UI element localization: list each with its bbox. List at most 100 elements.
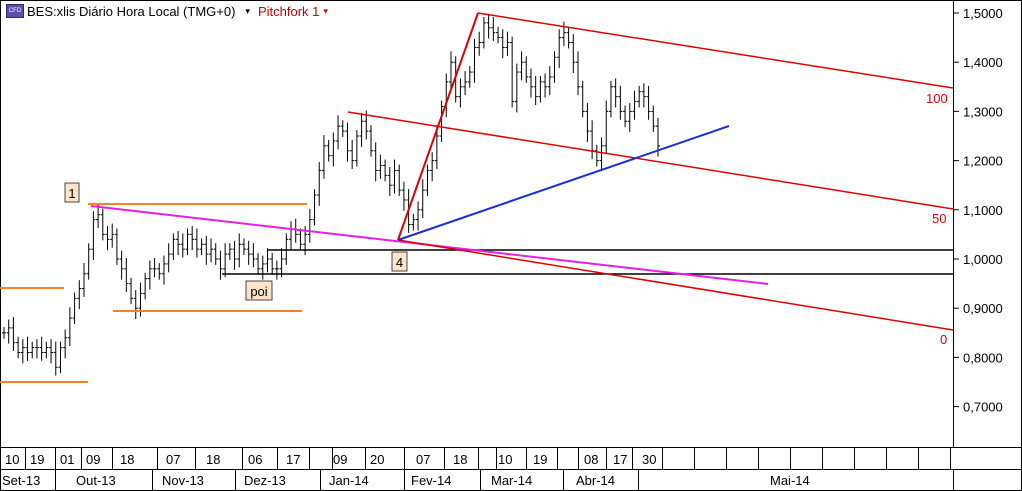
price-bar[interactable] [585,103,590,142]
price-bar[interactable] [340,120,345,137]
price-bar[interactable] [557,29,562,69]
price-bar[interactable] [392,159,397,194]
price-bar[interactable] [81,262,86,297]
price-bar[interactable] [458,78,463,108]
price-bar[interactable] [514,63,519,113]
price-bar[interactable] [477,31,482,56]
price-bar[interactable] [416,201,421,231]
price-bar[interactable] [641,83,646,108]
price-bar[interactable] [284,233,289,265]
price-bar[interactable] [204,235,209,265]
price-bar[interactable] [618,85,623,120]
price-bar[interactable] [571,34,576,74]
price-bar[interactable] [543,73,548,98]
price-bar[interactable] [6,319,11,344]
price-bar[interactable] [171,233,176,260]
price-bar[interactable] [218,250,223,280]
price-bar[interactable] [496,26,501,44]
price-bar[interactable] [11,317,16,352]
price-bar[interactable] [209,238,214,263]
price-bar[interactable] [590,120,595,160]
price-bar[interactable] [44,341,49,359]
price-bar[interactable] [213,243,218,265]
price-bar[interactable] [538,75,543,103]
price-bar[interactable] [25,336,30,361]
price-bar[interactable] [317,162,322,206]
price-bar[interactable] [608,80,613,118]
price-bar[interactable] [58,341,63,374]
price-bar[interactable] [190,226,195,251]
price-bar[interactable] [307,208,312,243]
price-bar[interactable] [279,248,284,278]
symbol-dropdown-icon[interactable]: ▾ [245,5,250,16]
symbol-title[interactable]: BES:xlis Diário Hora Local (TMG+0) [27,3,236,19]
price-bar[interactable] [500,29,505,59]
price-bar[interactable] [326,139,331,162]
price-bar[interactable] [270,253,275,275]
pitchfork-upper-tine[interactable] [477,12,954,89]
price-bar[interactable] [199,238,204,256]
price-bar[interactable] [580,80,585,118]
price-bar[interactable] [373,142,378,182]
price-bar[interactable] [274,260,279,280]
price-bar[interactable] [350,139,355,169]
price-bar[interactable] [265,248,270,273]
price-bar[interactable] [528,68,533,98]
price-bar[interactable] [152,258,157,278]
price-bar[interactable] [637,85,642,108]
price-bar[interactable] [383,159,388,182]
price-bar[interactable] [359,112,364,147]
price-bar[interactable] [232,240,237,270]
price-bar[interactable] [552,51,557,83]
price-bar[interactable] [227,243,232,260]
pitchfork-median-tine[interactable] [347,111,954,210]
price-bar[interactable] [298,228,303,251]
price-bar[interactable] [448,51,453,91]
price-bar[interactable] [486,14,491,39]
price-bar[interactable] [129,277,134,305]
price-bar[interactable] [345,122,350,162]
price-bar[interactable] [20,339,25,364]
price-bar[interactable] [420,179,425,219]
price-bar[interactable] [547,66,552,96]
price-bar[interactable] [39,336,44,361]
price-bar[interactable] [256,253,261,275]
price-bar[interactable] [533,75,538,106]
price-bar[interactable] [114,228,119,265]
price-bar[interactable] [387,166,392,197]
marker-4-box[interactable] [391,251,408,272]
price-bar[interactable] [289,221,294,251]
price-bar[interactable] [157,262,162,280]
price-bar[interactable] [176,230,181,256]
price-bar[interactable] [632,90,637,120]
price-bar[interactable] [336,115,341,150]
price-bar[interactable] [613,78,618,108]
price-bar[interactable] [566,26,571,49]
price-bar[interactable] [481,16,486,49]
price-bar[interactable] [331,132,336,167]
price-bar[interactable] [623,105,628,128]
price-bar[interactable] [72,292,77,324]
price-bar[interactable] [63,329,68,359]
price-bar[interactable] [166,243,171,273]
price-bar[interactable] [411,213,416,231]
price-bar[interactable] [604,100,609,155]
price-bar[interactable] [96,203,101,229]
price-bar[interactable] [524,56,529,83]
price-bar[interactable] [237,233,242,268]
price-bar[interactable] [16,336,21,359]
price-bar[interactable] [260,255,265,280]
price-bar[interactable] [53,341,58,376]
price-bar[interactable] [100,208,105,241]
price-bar[interactable] [34,339,39,359]
price-bar[interactable] [378,154,383,179]
price-bar[interactable] [194,228,199,258]
price-bar[interactable] [444,73,449,118]
price-bar[interactable] [453,56,458,103]
price-bar[interactable] [133,289,138,320]
price-bar[interactable] [180,233,185,258]
price-bar[interactable] [401,181,406,211]
price-bar[interactable] [91,211,96,260]
price-bar[interactable] [49,339,54,364]
